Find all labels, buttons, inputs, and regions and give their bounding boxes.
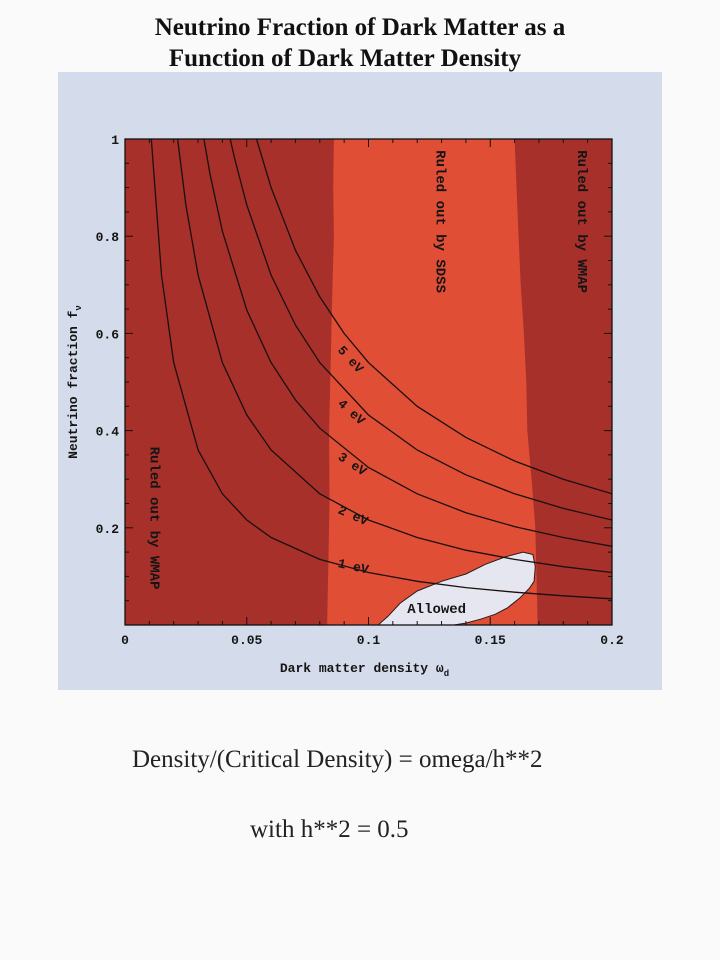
y-tick-label: 0.6 (96, 327, 120, 342)
x-tick-label: 0 (121, 633, 129, 648)
curve-5ev (255, 139, 612, 495)
region-label-wmap-right: Ruled out by WMAP (573, 150, 589, 293)
region-label-wmap-left: Ruled out by WMAP (146, 447, 162, 590)
curve-4ev (229, 139, 612, 521)
x-tick-label: 0.05 (231, 633, 262, 648)
curve-3ev (203, 139, 612, 547)
chart-panel: 1 eV 2 eV 3 eV 4 eV 5 eV 0 0.05 0.1 0.15 0.2 0.2 0.… (58, 72, 662, 690)
title-line-1: Neutrino Fraction of Dark Matter as a (154, 14, 566, 41)
neutrino-fraction-chart: 1 eV2 eV3 eV4 eV5 eV0 0.05 0.1 0.15 0.20.20.… (66, 133, 624, 679)
density-note: Density/(Critical Density) = omega/h**2 (132, 746, 543, 773)
y-tick-label: 0.2 (96, 522, 120, 537)
page-title: Neutrino Fraction of Dark Matter as a Fu… (100, 12, 620, 74)
x-tick-label: 0.2 (600, 633, 624, 648)
y-tick-label: 1 (111, 133, 119, 148)
x-axis-label: Dark matter density ωd (280, 661, 449, 679)
title-line-2: Function of Dark Matter Density (168, 45, 522, 72)
curve-label-1ev: 1 eV (336, 556, 370, 577)
y-tick-label: 0.4 (96, 425, 120, 440)
y-axis-label: Neutrino fraction fν (66, 305, 84, 459)
curve-2ev (176, 139, 612, 574)
y-axis-label-subscript: ν (74, 305, 84, 310)
curve-1ev (150, 139, 612, 600)
h-squared-note: with h**2 = 0.5 (250, 816, 409, 843)
x-tick-label: 0.1 (357, 633, 381, 648)
y-tick-label: 0.8 (96, 230, 120, 245)
region-label-allowed: Allowed (407, 602, 466, 618)
x-tick-label: 0.15 (475, 633, 506, 648)
x-axis-label-subscript: d (444, 669, 449, 679)
region-label-sdss: Ruled out by SDSS (432, 150, 448, 293)
sdss-region (327, 139, 538, 625)
allowed-region (377, 551, 536, 625)
